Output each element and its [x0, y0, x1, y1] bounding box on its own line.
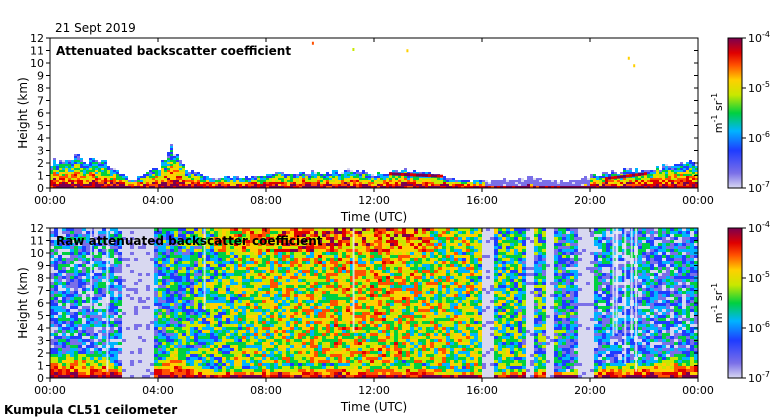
- x-axis-label-1: Time (UTC): [340, 210, 407, 224]
- colorbar-tick-label: 10-5: [748, 80, 770, 95]
- y-tick-label: 8: [37, 82, 44, 95]
- y-tick-label: 1: [37, 360, 44, 373]
- x-tick-label: 08:00: [250, 384, 282, 397]
- x-tick-label: 08:00: [250, 194, 282, 207]
- y-tick-label: 0: [37, 372, 44, 385]
- cloud-point: [627, 56, 630, 60]
- panel-title-2: Raw attenuated backscatter coefficient: [56, 234, 323, 248]
- y-tick-label: 11: [30, 45, 44, 58]
- y-tick-label: 10: [30, 57, 44, 70]
- colorbar-tick-label: 10-7: [748, 180, 770, 195]
- y-tick-label: 10: [30, 247, 44, 260]
- x-axis-label-2: Time (UTC): [340, 400, 407, 414]
- y-tick-label: 4: [37, 322, 44, 335]
- y-tick-label: 7: [37, 95, 44, 108]
- y-tick-label: 5: [37, 310, 44, 323]
- y-tick-label: 9: [37, 70, 44, 83]
- y-tick-label: 1: [37, 170, 44, 183]
- x-tick-label: 20:00: [574, 384, 606, 397]
- x-tick-label: 00:00: [682, 384, 714, 397]
- colorbar-tick-label: 10-6: [748, 130, 770, 145]
- x-tick-label: 00:00: [34, 194, 66, 207]
- colorbar-2-ticks: 10-4 10-5 10-6 10-7: [742, 220, 770, 385]
- y-tick-label: 0: [37, 182, 44, 195]
- cloud-point: [352, 48, 355, 51]
- axis-ticks-2: 00:00 04:00 08:00 12:00 16:00 20:00 00:0001234…: [30, 222, 714, 397]
- colorbar-1-gradient: [727, 37, 743, 189]
- x-tick-label: 12:00: [358, 194, 390, 207]
- cloud-point: [406, 49, 409, 53]
- panel-raw: 00:00 04:00 08:00 12:00 16:00 20:00 00:0001234…: [16, 222, 714, 414]
- colorbar-tick-label: 10-7: [748, 370, 770, 385]
- date-label: 21 Sept 2019: [55, 21, 136, 35]
- x-tick-label: 20:00: [574, 194, 606, 207]
- colorbar-tick-label: 10-4: [748, 220, 770, 235]
- y-tick-label: 12: [30, 222, 44, 235]
- colorbar-tick-label: 10-4: [748, 30, 770, 45]
- y-tick-label: 6: [37, 107, 44, 120]
- y-tick-label: 6: [37, 297, 44, 310]
- panel-attenuated: 00:00 04:00 08:00 12:00 16:00 20:00 00:0001234…: [16, 32, 714, 224]
- colorbar-2-gradient: [727, 227, 743, 379]
- y-tick-label: 3: [37, 335, 44, 348]
- colorbar-2: 10-4 10-5 10-6 10-7 m-1 sr-1: [710, 220, 770, 385]
- x-tick-label: 00:00: [34, 384, 66, 397]
- footer-caption: Kumpula CL51 ceilometer: [4, 403, 177, 417]
- x-tick-label: 16:00: [466, 384, 498, 397]
- x-tick-label: 16:00: [466, 194, 498, 207]
- y-tick-label: 9: [37, 260, 44, 273]
- heatmap-raw: [50, 228, 698, 378]
- x-tick-label: 04:00: [142, 384, 174, 397]
- cloud-point: [311, 41, 314, 45]
- x-tick-label: 00:00: [682, 194, 714, 207]
- y-axis-label-1: Height (km): [16, 77, 30, 148]
- colorbar-tick-label: 10-6: [748, 320, 770, 335]
- y-tick-label: 7: [37, 285, 44, 298]
- x-tick-label: 04:00: [142, 194, 174, 207]
- axis-ticks-1: 00:00 04:00 08:00 12:00 16:00 20:00 00:0001234…: [30, 32, 714, 207]
- plot-area-1: [50, 38, 698, 188]
- colorbar-2-unit: m-1 sr-1: [710, 283, 725, 323]
- y-tick-label: 4: [37, 132, 44, 145]
- y-tick-label: 5: [37, 120, 44, 133]
- x-tick-label: 12:00: [358, 384, 390, 397]
- y-tick-label: 11: [30, 235, 44, 248]
- y-tick-label: 8: [37, 272, 44, 285]
- y-tick-label: 2: [37, 157, 44, 170]
- colorbar-tick-label: 10-5: [748, 270, 770, 285]
- colorbar-1-unit: m-1 sr-1: [710, 93, 725, 133]
- panel-title-1: Attenuated backscatter coefficient: [56, 44, 291, 58]
- y-axis-label-2: Height (km): [16, 267, 30, 338]
- y-tick-label: 12: [30, 32, 44, 45]
- y-tick-label: 2: [37, 347, 44, 360]
- colorbar-1: 10-4 10-5 10-6 10-7 m-1 sr-1: [710, 30, 770, 195]
- colorbar-1-ticks: 10-4 10-5 10-6 10-7: [742, 30, 770, 195]
- cloud-point: [633, 64, 636, 68]
- y-tick-label: 3: [37, 145, 44, 158]
- heatmap-attenuated: [50, 41, 698, 188]
